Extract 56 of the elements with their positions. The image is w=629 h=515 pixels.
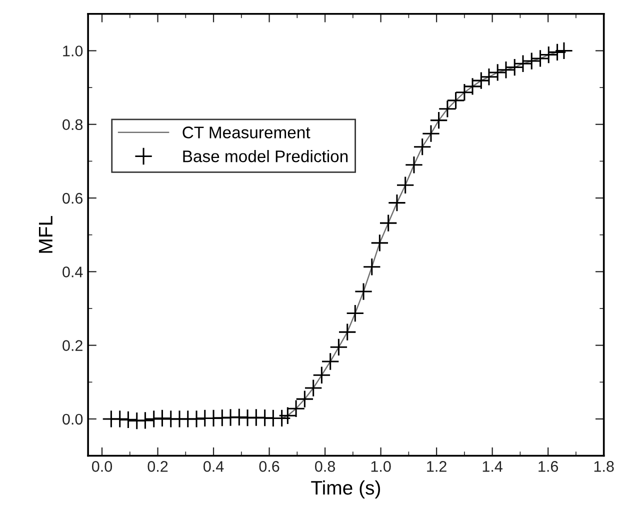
point <box>554 42 574 60</box>
point <box>213 408 232 427</box>
legend-label: Base model Prediction <box>183 150 348 162</box>
point <box>548 43 566 62</box>
point <box>338 322 356 342</box>
x-tick-label: 0.8 <box>315 461 335 472</box>
y-tick-label: 0.8 <box>62 119 83 130</box>
x-tick-label: 0.4 <box>204 461 224 472</box>
point <box>362 258 381 276</box>
x-tick-label: 0.2 <box>148 461 168 472</box>
point <box>128 412 146 430</box>
point <box>531 49 550 68</box>
point <box>488 63 507 82</box>
point <box>346 304 364 322</box>
point <box>119 410 138 429</box>
x-tick-label: 0.6 <box>259 461 280 472</box>
point <box>413 138 432 156</box>
point <box>312 366 331 384</box>
y-tick-label: 0.0 <box>62 414 83 425</box>
y-axis-title: MFL <box>38 216 52 253</box>
point <box>354 282 373 301</box>
point <box>136 411 154 430</box>
point <box>522 52 541 70</box>
point <box>247 408 266 427</box>
point <box>321 352 340 371</box>
y-tick-label: 0.6 <box>62 192 83 204</box>
point <box>370 234 389 252</box>
point <box>256 408 274 427</box>
x-tick-label: 0.0 <box>92 461 112 472</box>
x-tick-label: 1.2 <box>427 461 446 472</box>
point <box>514 54 532 73</box>
y-tick-label: 0.4 <box>62 266 83 278</box>
point <box>153 409 172 428</box>
point <box>238 408 257 427</box>
x-axis-title: Time (s) <box>311 480 380 499</box>
point <box>396 176 414 194</box>
x-tick-label: 1.0 <box>371 461 391 472</box>
point <box>330 338 348 356</box>
point <box>187 410 206 428</box>
point <box>480 68 498 86</box>
point <box>379 214 398 232</box>
point <box>404 156 424 174</box>
x-tick-label: 1.4 <box>482 461 502 472</box>
y-tick-label: 1.0 <box>63 46 83 56</box>
y-tick-label: 0.2 <box>62 340 82 351</box>
point <box>496 60 516 79</box>
point <box>506 58 524 76</box>
point <box>422 124 440 143</box>
x-tick-label: 1.6 <box>538 461 558 472</box>
point <box>110 410 129 428</box>
point <box>540 46 558 64</box>
legend-label: CT Measurement <box>182 126 310 138</box>
point <box>144 410 163 428</box>
point <box>388 194 406 212</box>
x-tick-label: 1.8 <box>594 461 614 472</box>
point <box>230 408 248 426</box>
